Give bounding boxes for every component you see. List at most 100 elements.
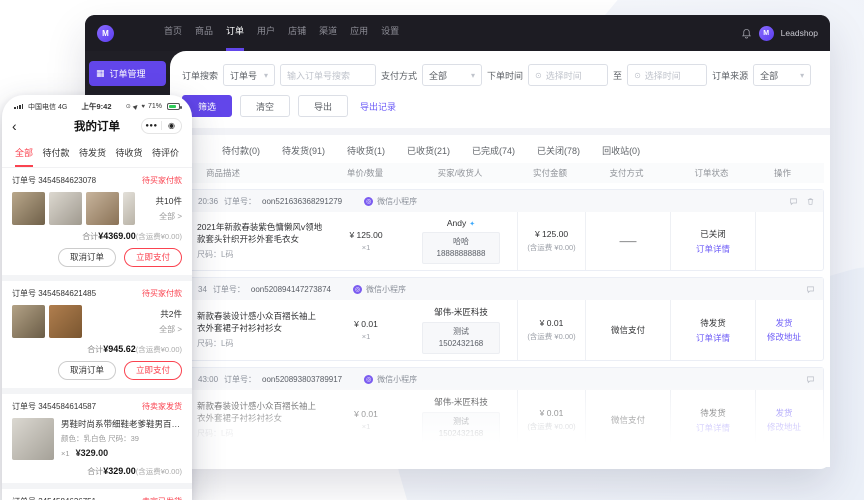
nav-item-2[interactable]: 订单 [226,15,245,51]
phone-order-card[interactable]: 订单号 3454584614587 待卖家发货男鞋时尚系带细鞋老爹鞋男百搭运动鞋秋… [2,394,192,483]
orders-table: 商品描述 单价/数量 买家/收货人 实付金额 支付方式 订单状态 操作 20:36 订单号： o… [170,163,830,467]
search-type-select[interactable]: 订单号 ▾ [223,64,276,86]
phone-tab-4[interactable]: 待评价 [151,148,179,158]
tab-1[interactable]: 待发货(91) [282,146,326,156]
time-to-input[interactable]: ⊙ 选择时间 [627,64,708,86]
cancel-order-button[interactable]: 取消订单 [57,248,116,267]
freight-note: (含运费¥0.00) [135,345,182,354]
product-cell: 新款春装设计感小众百褶长袖上衣外套裙子衬衫衬衫女 尺码：L码 [177,390,327,450]
card-buttons: 取消订单 立即支付 [12,361,182,380]
total-amount: ¥945.62 [103,344,136,354]
export-log-link[interactable]: 导出记录 [356,95,401,117]
order-time-label: 下单时间 [487,70,524,81]
pay-now-button[interactable]: 立即支付 [123,248,182,267]
phone-tab-3[interactable]: 待收货 [115,148,143,158]
sidebar-item-label: 订单管理 [109,69,146,79]
nav-item-3[interactable]: 用户 [257,26,276,36]
column-header-5: 订单状态 [694,168,729,178]
buyer-cell: Andy ✦ 哈哈 18888888888 [405,212,517,270]
phone-order-card[interactable]: 订单号 3454584623078 待买家付款 共10件 全部 > 合计¥4369.00… [2,168,192,275]
miniprogram-icon: ◎ [364,374,374,384]
back-arrow-icon[interactable]: ‹ [12,117,17,134]
remark-icon[interactable] [789,197,798,206]
order-detail-link[interactable]: 订单详情 [695,332,730,343]
channel-label: 微信小程序 [377,196,418,206]
order-total-line: 合计¥945.62(含运费¥0.00) [12,344,182,355]
tab-4[interactable]: 已完成(74) [472,146,516,156]
clear-button[interactable]: 清空 [240,95,291,117]
close-circle-icon[interactable]: ◉ [168,121,175,130]
op-link-0[interactable]: 发货 [775,317,793,328]
wechat-capsule[interactable]: ●●● ◉ [141,117,182,134]
phone-order-status: 待买家付款 [142,289,182,298]
receiver-name: 测试 [453,327,469,336]
pay-now-button[interactable]: 立即支付 [123,361,182,380]
view-all-link[interactable]: 全部 > [159,325,182,334]
order-detail-link[interactable]: 订单详情 [695,243,730,254]
column-header-0: 商品描述 [206,168,241,178]
sidebar-item-订单管理[interactable]: ▦ 订单管理 [89,61,166,86]
view-all-link[interactable]: 全部 > [159,212,182,221]
price-qty-cell: ¥ 0.01 ×1 [327,390,405,450]
phone-tab-0[interactable]: 全部 [15,146,34,167]
notification-bell-icon[interactable] [741,28,752,39]
tab-5[interactable]: 已关闭(78) [537,146,581,156]
op-link-0[interactable]: 发货 [775,407,793,418]
product-title: 男鞋时尚系带细鞋老爹鞋男百搭运动鞋秋冬款 [61,419,182,429]
table-row: 34 订单号： oon520894147273874 ◎ 微信小程序 新款春装设计感小众百… [176,277,824,361]
tab-3[interactable]: 已收货(21) [407,146,451,156]
product-thumbnails: 共2件 全部 > [12,305,182,338]
product-attr: 尺码：L码 [197,338,234,348]
tab-2[interactable]: 待收货(1) [347,146,386,156]
ops-cell [755,212,812,270]
pay-method-select[interactable]: 全部 ▾ [422,64,483,86]
chevron-down-icon: ▾ [800,70,805,80]
op-link-1[interactable]: 修改地址 [766,422,801,432]
channel-label: 微信小程序 [377,374,418,384]
order-search-input[interactable]: 输入订单号搜索 [280,64,377,86]
total-amount: ¥4369.00 [98,231,136,241]
channel-badge: ◎微信小程序 [364,374,417,385]
phone-tab-2[interactable]: 待发货 [78,148,106,158]
more-menu-icon[interactable]: ●●● [145,122,158,129]
receiver-phone: 1502432168 [438,339,484,348]
phone-order-card[interactable]: 订单号 3454584636751卖家已发货【冬季上新·热卖联名】经典系列秋冬运… [2,489,192,500]
nav-item-5[interactable]: 渠道 [319,26,338,36]
phone-order-card[interactable]: 订单号 3454584621485 待买家付款 共2件 全部 > 合计¥945.62(含… [2,281,192,388]
card-buttons: 取消订单 立即支付 [12,248,182,267]
buyer-name: Andy ✦ [446,218,476,228]
remark-icon[interactable] [806,465,815,467]
export-button[interactable]: 导出 [298,95,349,117]
table-row: 43:00 订单号： oon520893803789917 ◎ 微信小程序 新款春装设计感… [176,367,824,451]
trash-icon[interactable] [806,197,815,206]
op-link-1[interactable]: 修改地址 [766,332,801,342]
remark-icon[interactable] [806,375,815,384]
nav-item-6[interactable]: 应用 [350,26,369,36]
cancel-order-button[interactable]: 取消订单 [57,361,116,380]
order-source-select[interactable]: 全部 ▾ [753,64,812,86]
bluetooth-icon: ♥ [141,103,145,110]
user-avatar[interactable]: M [758,25,774,41]
remark-icon[interactable] [806,285,815,294]
nav-item-0[interactable]: 首页 [164,26,183,36]
order-detail-link[interactable]: 订单详情 [695,422,730,433]
status-time: 上午9:42 [81,102,112,111]
receiver-phone: 1502432168 [438,429,484,438]
item-count-col: 共10件 全部 > [156,195,182,222]
order-status: 已关闭 [700,228,726,239]
status-cell: 已关闭 订单详情 [670,212,755,270]
item-count-col: 共2件 全部 > [159,308,182,335]
nav-item-1[interactable]: 商品 [195,26,214,36]
product-title: 新款春装设计感小众百褶长袖上衣外套裙子衬衫衬衫女 [197,401,317,423]
nav-item-4[interactable]: 店铺 [288,26,307,36]
miniprogram-icon: ◎ [364,196,374,206]
filter-button[interactable]: 筛选 [182,95,233,117]
phone-card-header: 订单号 3454584623078 待买家付款 [12,175,182,186]
tab-6[interactable]: 回收站(0) [602,146,641,156]
tab-0[interactable]: 待付款(0) [222,146,260,156]
order-row-body: 新款春装设计感小众百褶长袖上衣外套裙子衬衫衬衫女 尺码：L码 ¥ 0.01 ×1 邹伟-… [177,300,823,360]
time-from-input[interactable]: ⊙ 选择时间 [528,64,609,86]
nav-item-7[interactable]: 设置 [381,26,400,36]
product-price: ¥329.00 [75,448,109,458]
phone-tab-1[interactable]: 待付款 [42,148,70,158]
